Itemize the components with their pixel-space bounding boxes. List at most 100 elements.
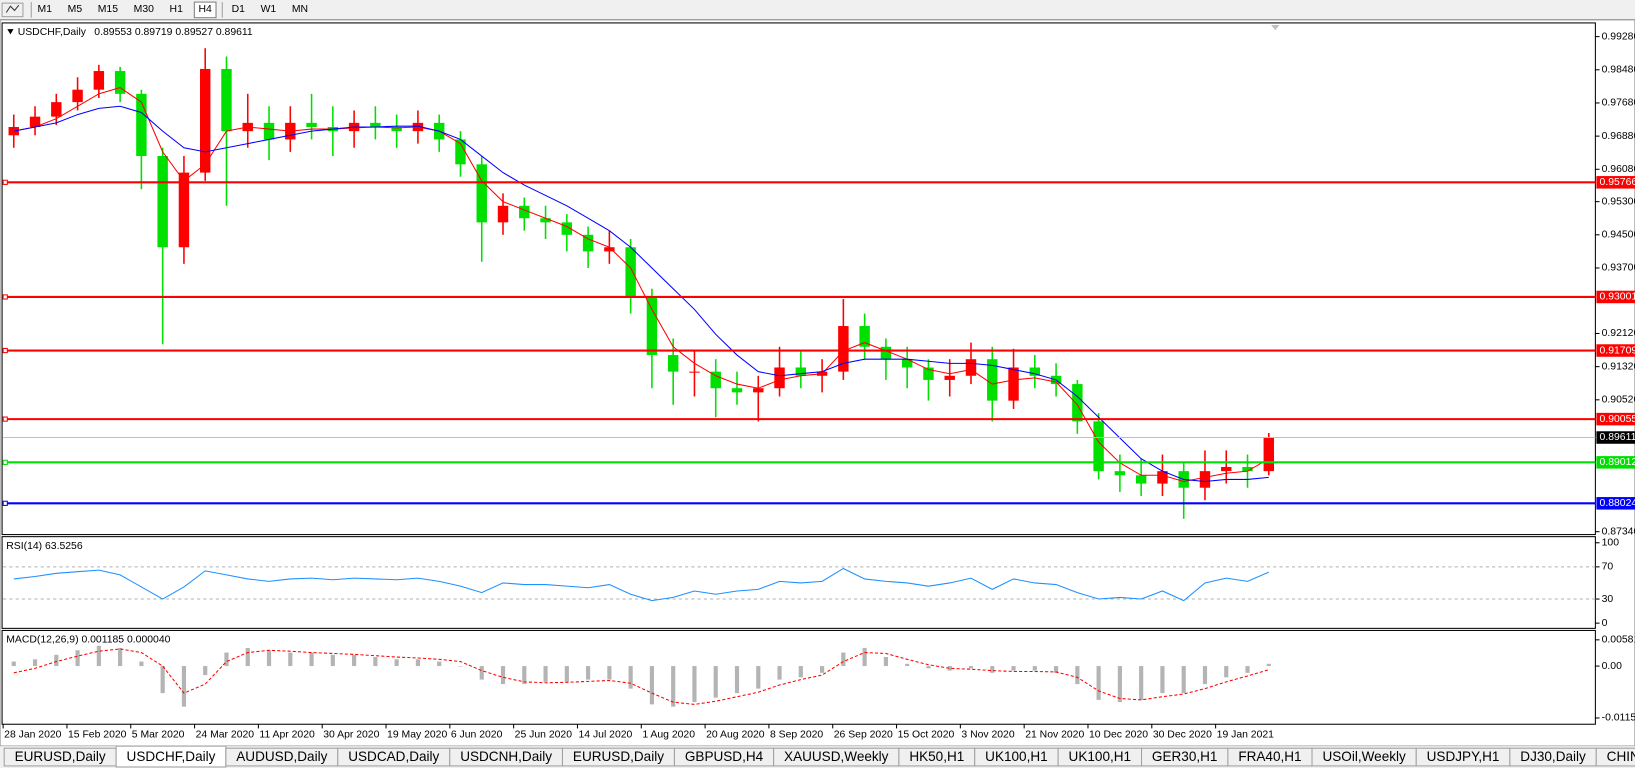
macd-bar [160,666,165,694]
candle-body [114,71,126,94]
macd-bar [713,666,718,698]
candle-body [689,371,700,373]
macd-bar [479,666,484,680]
candle-body [1199,471,1211,488]
macd-bar [862,648,867,667]
macd-bar [947,666,952,671]
chart-tab-label: CHINA300,H1 [1607,749,1635,764]
x-tick-label: 14 Jul 2020 [579,729,633,740]
chart-tab[interactable] [1595,747,1635,767]
level-label: 0.88024 [1600,498,1635,509]
chart-quote: 0.89553 0.89719 0.89527 0.89611 [94,27,253,38]
rsi-line [13,567,1270,602]
toolbar [0,0,1635,20]
candle-body [923,367,934,380]
macd-bar [500,666,506,685]
macd-bar [1117,666,1122,703]
chart-tab-label: USDCNH,Daily [460,749,552,764]
timeframe-label: M15 [98,4,118,15]
macd-bar [1160,666,1165,694]
candle-body [540,218,551,223]
candle-body [476,164,487,223]
candle-body [93,71,105,90]
indicator-title: MACD(12,26,9) 0.001185 0.000040 [6,635,170,646]
candle-body [221,68,232,132]
y-tick-label: 70 [1602,562,1614,573]
candle-body [1242,466,1253,472]
x-tick-label: 20 Aug 2020 [706,729,765,740]
candle-body [753,388,764,393]
macd-bar [1266,663,1271,667]
macd-bar [926,666,931,669]
macd-bar [820,666,825,673]
macd-bar [543,666,548,682]
macd-bar [11,661,16,667]
current-price-label: 0.89611 [1600,432,1635,443]
y-tick-label: 100 [1602,538,1620,549]
macd-bar [692,666,697,703]
level-handle [2,500,8,506]
chart-tab-label: EURUSD,Daily [15,749,106,764]
tool-icon-glyph [5,4,20,13]
macd-bar [96,645,101,667]
macd-bar [203,666,208,676]
candle-body [901,359,913,368]
moving-average [13,105,1269,483]
level-label: 0.93001 [1600,292,1635,303]
macd-bar [883,657,888,667]
candle-body [838,326,849,372]
x-tick-label: 26 Sep 2020 [834,729,893,740]
chart-tab-label: USDJPY,H1 [1427,749,1500,764]
level-label-bg [1596,344,1635,357]
timeframe-label: M1 [38,4,53,15]
macd-bar [118,648,123,667]
x-tick-label: 15 Feb 2020 [68,729,127,740]
macd-bar [905,663,910,667]
x-tick-label: 19 Jan 2021 [1217,729,1275,740]
y-tick-label: -0.01151 [1602,713,1635,724]
timeframe-button[interactable] [193,1,217,19]
x-tick-label: 30 Apr 2020 [323,729,379,740]
candle-body [1135,475,1147,484]
macd-bar [1075,666,1080,685]
macd-bar [649,666,654,705]
x-tick-label: 28 Jan 2020 [4,729,62,740]
level-label-bg [1596,412,1635,426]
candle-body [519,205,530,219]
level-label-bg [1596,497,1635,510]
y-tick-label: 0.005818 [1602,635,1635,646]
candle-body [157,156,168,248]
candle-body [72,89,83,103]
x-tick-label: 8 Sep 2020 [770,729,823,740]
chart-tab-label: AUDUSD,Daily [236,749,327,764]
macd-bar [607,666,612,680]
x-tick-label: 21 Nov 2020 [1025,729,1084,740]
macd-bar [798,666,803,678]
macd-bar [458,666,463,667]
title-arrow [7,29,14,35]
candle-body [1263,437,1275,472]
macd-bar [330,654,335,667]
tool-icon[interactable] [1,2,24,18]
x-tick-label: 10 Dec 2020 [1089,729,1148,740]
x-tick-label: 19 May 2020 [387,729,447,740]
candle-body [1093,421,1104,472]
candle-body [944,375,955,380]
macd-bar [1245,666,1250,673]
macd-bar [352,654,357,667]
candle-body [370,122,381,128]
current-price-label-bg [1596,431,1635,444]
chart-tab-label: UK100,H1 [985,749,1048,764]
macd-bar [671,666,676,707]
candle-body [859,326,870,347]
candle-body [582,234,594,252]
